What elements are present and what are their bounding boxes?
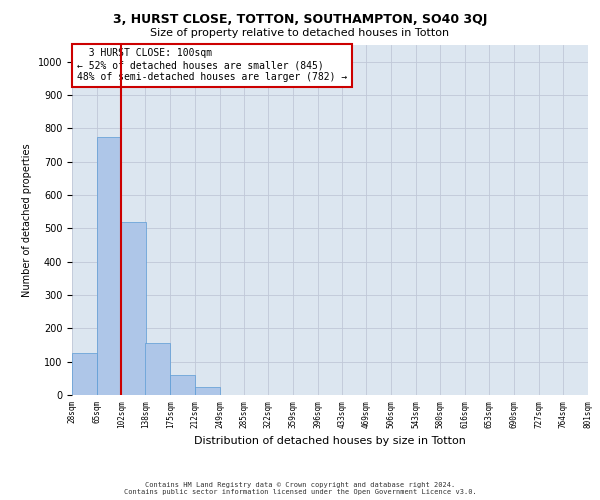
Bar [145,344,170,395]
Text: 3, HURST CLOSE, TOTTON, SOUTHAMPTON, SO40 3QJ: 3, HURST CLOSE, TOTTON, SOUTHAMPTON, SO4… [113,12,487,26]
Bar [72,352,97,395]
Text: Contains HM Land Registry data © Crown copyright and database right 2024.
Contai: Contains HM Land Registry data © Crown c… [124,482,476,495]
Text: Size of property relative to detached houses in Totton: Size of property relative to detached ho… [151,28,449,38]
Bar [170,375,195,395]
Bar [195,386,220,395]
Text: 3 HURST CLOSE: 100sqm
← 52% of detached houses are smaller (845)
48% of semi-det: 3 HURST CLOSE: 100sqm ← 52% of detached … [77,48,347,82]
Y-axis label: Number of detached properties: Number of detached properties [22,143,32,297]
Bar [97,136,121,395]
Bar [121,222,146,395]
X-axis label: Distribution of detached houses by size in Totton: Distribution of detached houses by size … [194,436,466,446]
